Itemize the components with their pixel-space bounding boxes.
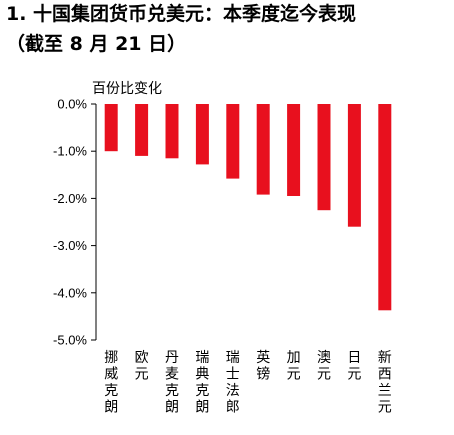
chart-title-line-1: 1. 十国集团货币兑美元：本季度迄今表现: [6, 3, 357, 25]
category-label: 瑞典克朗: [195, 350, 209, 416]
y-tick-label: -1.0%: [53, 144, 87, 159]
y-axis-unit-label: 百份比变化: [92, 81, 162, 97]
bar-4: [195, 104, 209, 165]
bar-3: [165, 104, 179, 159]
chart-title-line-2: （截至 8 月 21 日）: [6, 33, 187, 55]
y-tick-label: -2.0%: [53, 191, 87, 206]
category-label: 日元: [347, 350, 361, 383]
bar-5: [226, 104, 240, 179]
category-label: 挪威克朗: [104, 350, 118, 416]
y-tick-label: -5.0%: [53, 333, 87, 348]
y-tick-label: -3.0%: [53, 238, 87, 253]
bar-8: [317, 104, 331, 211]
y-tick-label: -4.0%: [53, 285, 87, 300]
label-layer: 0.0% -1.0% -2.0% -3.0% -4.0% -5.0% 挪威克朗 欧元 丹麦克朗 瑞…: [53, 97, 392, 416]
bar-1: [104, 104, 118, 152]
bar-layer: [104, 104, 392, 311]
category-label: 丹麦克朗: [165, 350, 179, 416]
bar-9: [347, 104, 361, 227]
bar-7: [287, 104, 301, 196]
bar-2: [135, 104, 149, 156]
bar-10: [378, 104, 392, 311]
category-label: 加元: [287, 350, 301, 383]
category-label: 英镑: [256, 349, 270, 383]
category-label: 欧元: [135, 350, 149, 383]
category-label: 新西兰元: [378, 350, 392, 416]
category-label: 瑞士法郎: [226, 350, 240, 416]
category-label: 澳元: [317, 350, 331, 383]
bar-6: [256, 104, 270, 195]
axis-layer: [91, 103, 97, 341]
y-tick-label: 0.0%: [57, 97, 87, 112]
